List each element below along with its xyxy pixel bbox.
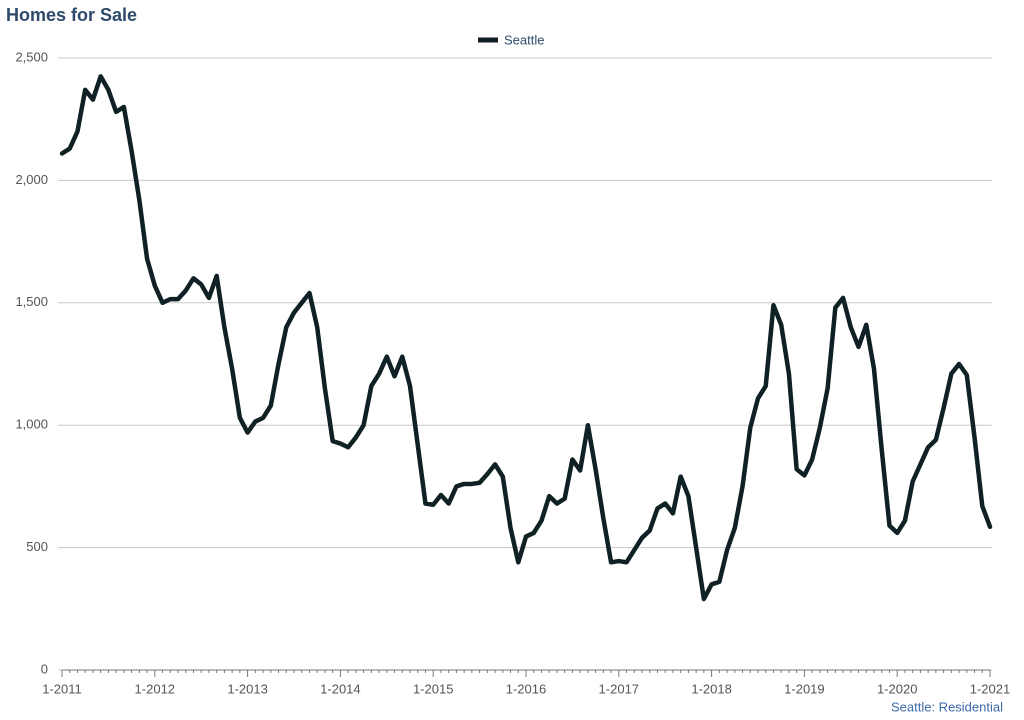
- y-tick-label: 0: [41, 661, 48, 676]
- y-tick-label: 1,000: [15, 417, 48, 432]
- y-tick-label: 1,500: [15, 294, 48, 309]
- x-tick-label: 1-2013: [227, 681, 267, 696]
- line-series: [59, 74, 993, 602]
- legend-label: Seattle: [504, 32, 544, 47]
- x-tick-label: 1-2016: [506, 681, 546, 696]
- chart-title: Homes for Sale: [6, 5, 137, 25]
- x-tick-label: 1-2020: [877, 681, 917, 696]
- y-tick-label: 500: [26, 539, 48, 554]
- x-tick-label: 1-2012: [135, 681, 175, 696]
- x-tick-label: 1-2021: [970, 681, 1010, 696]
- x-tick-label: 1-2019: [784, 681, 824, 696]
- x-tick-label: 1-2017: [599, 681, 639, 696]
- x-tick-label: 1-2011: [42, 681, 82, 696]
- chart-note: Seattle: Residential: [891, 699, 1003, 714]
- x-tick-label: 1-2014: [320, 681, 360, 696]
- y-tick-label: 2,500: [15, 49, 48, 64]
- x-tick-label: 1-2018: [691, 681, 731, 696]
- x-tick-label: 1-2015: [413, 681, 453, 696]
- y-tick-label: 2,000: [15, 172, 48, 187]
